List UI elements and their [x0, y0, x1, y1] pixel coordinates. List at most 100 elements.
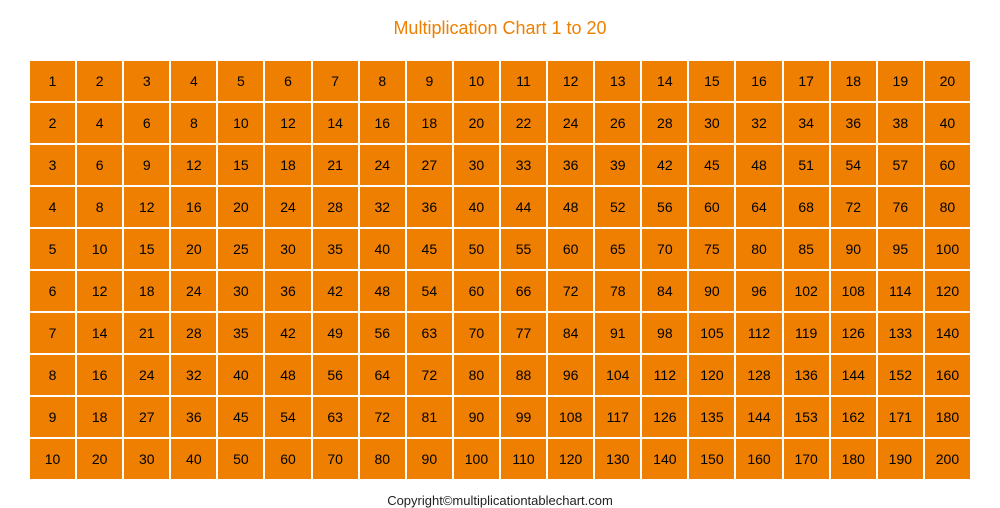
- table-cell: 20: [925, 61, 970, 101]
- table-cell: 18: [77, 397, 122, 437]
- page-container: Multiplication Chart 1 to 20 12345678910…: [0, 0, 1000, 508]
- table-cell: 45: [407, 229, 452, 269]
- table-cell: 10: [218, 103, 263, 143]
- table-cell: 66: [501, 271, 546, 311]
- table-cell: 60: [689, 187, 734, 227]
- table-cell: 28: [313, 187, 358, 227]
- table-cell: 55: [501, 229, 546, 269]
- table-cell: 35: [313, 229, 358, 269]
- table-cell: 160: [736, 439, 781, 479]
- table-cell: 90: [407, 439, 452, 479]
- table-cell: 4: [30, 187, 75, 227]
- table-cell: 75: [689, 229, 734, 269]
- table-cell: 170: [784, 439, 829, 479]
- table-cell: 18: [124, 271, 169, 311]
- table-cell: 13: [595, 61, 640, 101]
- table-cell: 50: [454, 229, 499, 269]
- table-cell: 4: [171, 61, 216, 101]
- table-cell: 70: [454, 313, 499, 353]
- table-cell: 27: [124, 397, 169, 437]
- table-cell: 84: [642, 271, 687, 311]
- table-cell: 32: [171, 355, 216, 395]
- table-cell: 7: [30, 313, 75, 353]
- table-cell: 78: [595, 271, 640, 311]
- table-cell: 36: [831, 103, 876, 143]
- table-cell: 63: [407, 313, 452, 353]
- table-cell: 96: [548, 355, 593, 395]
- table-cell: 54: [265, 397, 310, 437]
- table-cell: 57: [878, 145, 923, 185]
- table-cell: 10: [30, 439, 75, 479]
- copyright-footer: Copyright©multiplicationtablechart.com: [30, 493, 970, 508]
- table-cell: 114: [878, 271, 923, 311]
- table-cell: 32: [360, 187, 405, 227]
- table-cell: 24: [548, 103, 593, 143]
- table-cell: 12: [77, 271, 122, 311]
- table-cell: 12: [548, 61, 593, 101]
- table-cell: 36: [265, 271, 310, 311]
- table-cell: 14: [642, 61, 687, 101]
- table-cell: 85: [784, 229, 829, 269]
- table-cell: 40: [360, 229, 405, 269]
- table-cell: 3: [124, 61, 169, 101]
- table-cell: 63: [313, 397, 358, 437]
- table-cell: 36: [171, 397, 216, 437]
- table-cell: 16: [360, 103, 405, 143]
- table-cell: 108: [548, 397, 593, 437]
- table-cell: 140: [925, 313, 970, 353]
- table-cell: 3: [30, 145, 75, 185]
- table-cell: 26: [595, 103, 640, 143]
- table-cell: 15: [218, 145, 263, 185]
- table-cell: 25: [218, 229, 263, 269]
- table-cell: 120: [689, 355, 734, 395]
- table-cell: 7: [313, 61, 358, 101]
- table-cell: 28: [642, 103, 687, 143]
- table-cell: 24: [360, 145, 405, 185]
- table-cell: 2: [30, 103, 75, 143]
- table-cell: 80: [454, 355, 499, 395]
- table-cell: 40: [218, 355, 263, 395]
- table-cell: 22: [501, 103, 546, 143]
- table-cell: 153: [784, 397, 829, 437]
- table-cell: 30: [689, 103, 734, 143]
- table-cell: 144: [736, 397, 781, 437]
- table-cell: 42: [642, 145, 687, 185]
- table-cell: 6: [265, 61, 310, 101]
- table-cell: 38: [878, 103, 923, 143]
- table-cell: 10: [77, 229, 122, 269]
- multiplication-grid: 1234567891011121314151617181920246810121…: [30, 61, 970, 479]
- table-cell: 6: [77, 145, 122, 185]
- table-cell: 136: [784, 355, 829, 395]
- table-cell: 180: [831, 439, 876, 479]
- table-cell: 45: [218, 397, 263, 437]
- table-cell: 20: [218, 187, 263, 227]
- table-cell: 72: [831, 187, 876, 227]
- table-cell: 2: [77, 61, 122, 101]
- table-cell: 90: [454, 397, 499, 437]
- table-cell: 5: [30, 229, 75, 269]
- table-cell: 105: [689, 313, 734, 353]
- table-cell: 18: [407, 103, 452, 143]
- table-cell: 15: [689, 61, 734, 101]
- table-cell: 60: [548, 229, 593, 269]
- table-cell: 17: [784, 61, 829, 101]
- table-cell: 14: [77, 313, 122, 353]
- table-cell: 140: [642, 439, 687, 479]
- table-cell: 50: [218, 439, 263, 479]
- table-cell: 70: [313, 439, 358, 479]
- table-cell: 102: [784, 271, 829, 311]
- table-cell: 27: [407, 145, 452, 185]
- chart-title: Multiplication Chart 1 to 20: [30, 18, 970, 39]
- table-cell: 135: [689, 397, 734, 437]
- table-cell: 110: [501, 439, 546, 479]
- table-cell: 8: [360, 61, 405, 101]
- table-cell: 16: [77, 355, 122, 395]
- table-cell: 34: [784, 103, 829, 143]
- table-cell: 35: [218, 313, 263, 353]
- table-cell: 24: [265, 187, 310, 227]
- table-cell: 128: [736, 355, 781, 395]
- table-cell: 24: [124, 355, 169, 395]
- table-cell: 44: [501, 187, 546, 227]
- table-cell: 20: [454, 103, 499, 143]
- table-cell: 12: [265, 103, 310, 143]
